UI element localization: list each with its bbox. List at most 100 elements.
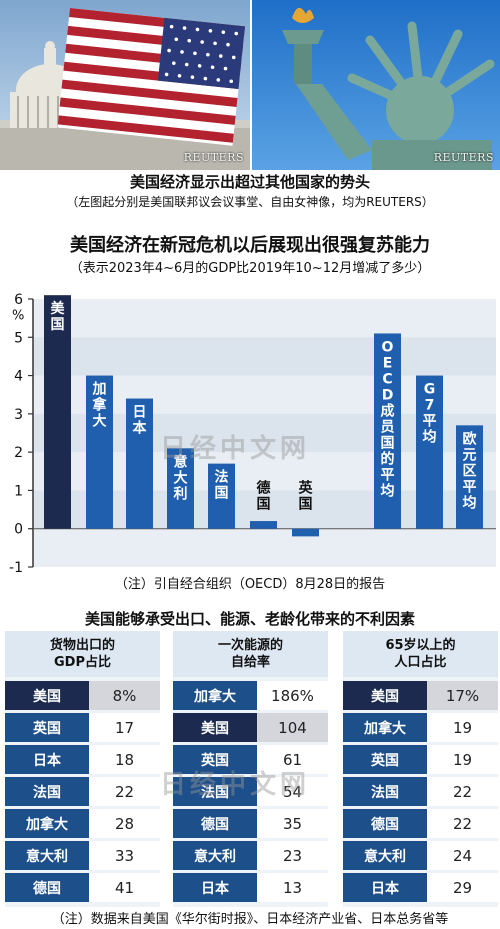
country-value: 24: [427, 841, 498, 870]
country-value: 18: [89, 745, 160, 774]
panel-row: 加拿大 19: [343, 713, 498, 742]
country-value: 22: [427, 777, 498, 806]
bar-label: 德国: [257, 480, 271, 513]
bar-label: 加拿大: [92, 382, 108, 430]
photo-credit-left: REUTERS: [183, 151, 244, 164]
country-value: 29: [427, 873, 498, 902]
country-value: 35: [257, 809, 328, 838]
country-value: 22: [89, 777, 160, 806]
panel-row: 法国 54: [173, 777, 328, 806]
country-label: 德国: [173, 809, 257, 838]
bar-label: O E C D 成员国的平均: [381, 339, 395, 499]
country-label: 英国: [173, 745, 257, 774]
country-label: 加拿大: [5, 809, 89, 838]
panel-row: 意大利 24: [343, 841, 498, 870]
panel-header: 货物出口的 GDP占比: [5, 631, 160, 677]
bar: [250, 521, 277, 529]
country-label: 德国: [5, 873, 89, 902]
country-value: 186%: [257, 681, 328, 710]
country-label: 日本: [343, 873, 427, 902]
y-tick-label: 2: [14, 445, 23, 461]
panel-row: 日本 13: [173, 873, 328, 902]
country-value: 61: [257, 745, 328, 774]
panel-row: 美国 8%: [5, 681, 160, 710]
factor-panel: 货物出口的 GDP占比 美国 8% 英国 17 日本 18 法国 22 加拿大 28 意大利 33 德国 4…: [5, 631, 160, 907]
watermark: 日经中文网: [160, 770, 311, 800]
panel-row: 意大利 23: [173, 841, 328, 870]
photo-strip: REUTERS: [0, 0, 500, 170]
panel-row: 英国 61: [173, 745, 328, 774]
bar-label: 英国: [298, 480, 314, 513]
country-label: 法国: [5, 777, 89, 806]
country-label: 意大利: [343, 841, 427, 870]
country-label: 法国: [343, 777, 427, 806]
grid-band: [33, 337, 496, 376]
panel-row: 加拿大 28: [5, 809, 160, 838]
chart-subtitle: （表示2023年4~6月的GDP比2019年10~12月增减了多少）: [69, 261, 431, 276]
photo-caption-title: 美国经济显示出超过其他国家的势头: [129, 173, 370, 191]
country-label: 加拿大: [343, 713, 427, 742]
bar-label: 美国: [51, 300, 66, 333]
panel-row: 德国 41: [5, 873, 160, 902]
photo-credit-right: REUTERS: [433, 151, 494, 164]
country-label: 意大利: [5, 841, 89, 870]
chart-note: （注）引自经合组织（OECD）8月28日的报告: [114, 577, 386, 592]
country-label: 意大利: [173, 841, 257, 870]
chart-title: 美国经济在新冠危机以后展现出很强复苏能力: [70, 235, 430, 256]
y-tick-label: 1: [14, 483, 23, 499]
bar-label: 意大利: [174, 453, 188, 502]
country-value: 19: [427, 745, 498, 774]
country-value: 54: [257, 777, 328, 806]
country-value: 23: [257, 841, 328, 870]
y-tick-label: 4: [14, 369, 23, 385]
panel-row: 加拿大 186%: [173, 681, 328, 710]
capitol-flag-photo: REUTERS: [0, 0, 250, 170]
factors-footnote: （注）数据来自美国《华尔街时报》、日本经济产业省、日本总务省等: [51, 912, 449, 927]
country-label: 美国: [173, 713, 257, 742]
panel-row: 德国 22: [343, 809, 498, 838]
country-value: 28: [89, 809, 160, 838]
y-tick-label: 0: [14, 522, 23, 538]
statue-of-liberty-photo: REUTERS: [252, 0, 500, 170]
factors-title: 美国能够承受出口、能源、老龄化带来的不利因素: [84, 610, 415, 628]
panel-row: 法国 22: [343, 777, 498, 806]
factor-panel: 65岁以上的 人口占比 美国 17% 加拿大 19 英国 19 法国 22 德国 22 意大利 24 日本…: [343, 631, 498, 907]
country-label: 法国: [173, 777, 257, 806]
bar: [126, 398, 153, 529]
country-value: 33: [89, 841, 160, 870]
country-label: 日本: [173, 873, 257, 902]
bar: [416, 375, 443, 529]
panel-header: 一次能源的 自给率: [173, 631, 328, 677]
bar-label: 日本: [133, 405, 148, 437]
panel-row: 英国 17: [5, 713, 160, 742]
watermark: 日经中文网: [160, 434, 311, 464]
country-label: 加拿大: [173, 681, 257, 710]
bar-label: G 7 平均: [423, 382, 437, 446]
country-value: 104: [257, 713, 328, 742]
y-tick-label: 5: [14, 330, 23, 346]
panel-row: 法国 22: [5, 777, 160, 806]
bar: [44, 295, 71, 529]
panel-header: 65岁以上的 人口占比: [343, 631, 498, 677]
country-label: 美国: [343, 681, 427, 710]
country-value: 17%: [427, 681, 498, 710]
panel-row: 日本 29: [343, 873, 498, 902]
bar: [292, 528, 319, 537]
panel-row: 英国 19: [343, 745, 498, 774]
bar: [456, 425, 483, 529]
bar-label: 欧元区平均: [463, 430, 477, 511]
y-tick-label: 3: [14, 407, 23, 423]
panel-row: 日本 18: [5, 745, 160, 774]
y-axis-unit: %: [12, 308, 24, 323]
bar: [374, 333, 401, 529]
y-tick-label: -1: [9, 560, 23, 572]
photo-caption-subtitle: （左图起分别是美国联邦议会议事堂、自由女神像，均为REUTERS）: [66, 195, 434, 209]
country-value: 19: [427, 713, 498, 742]
panel-row: 美国 104: [173, 713, 328, 742]
bar: [208, 463, 235, 529]
bar-label: 法国: [215, 469, 229, 502]
panel-row: 意大利 33: [5, 841, 160, 870]
panel-row: 美国 17%: [343, 681, 498, 710]
bar: [86, 375, 113, 529]
